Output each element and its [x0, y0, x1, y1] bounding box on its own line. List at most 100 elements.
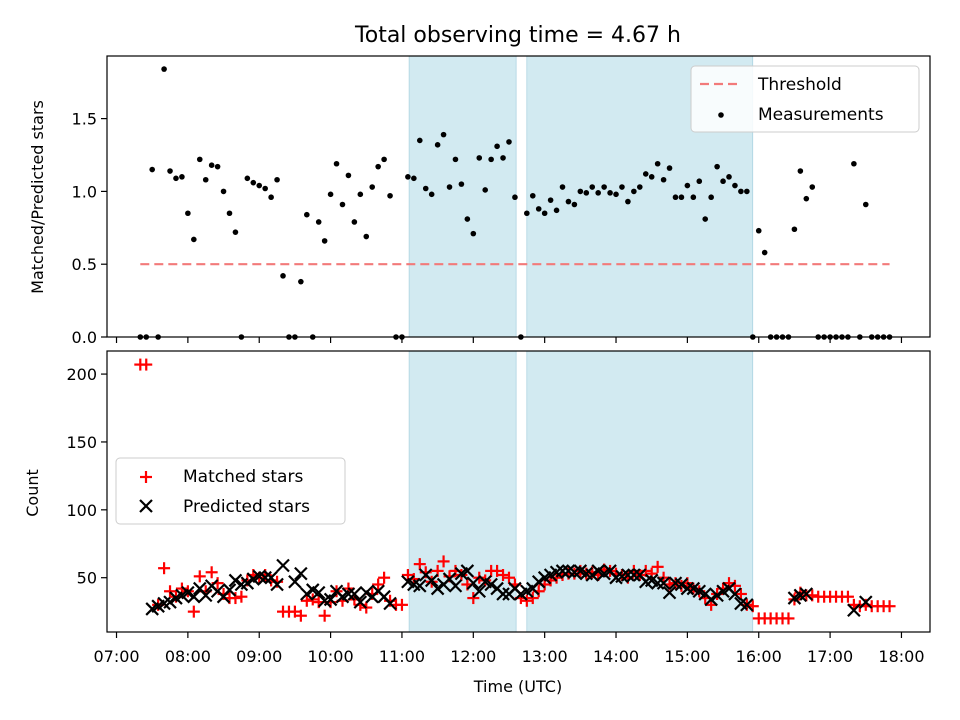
predicted-star-point: [585, 568, 600, 582]
matched-star-point: [437, 555, 450, 568]
measurement-point: [607, 190, 613, 196]
matched-star-point: [187, 605, 200, 618]
matched-star-point: [651, 560, 664, 573]
measurement-point: [149, 166, 155, 173]
matched-star-point: [502, 571, 515, 584]
measurement-point: [482, 187, 488, 193]
x-tick-label: 16:00: [736, 647, 782, 666]
matched-star-point: [229, 592, 242, 605]
predicted-star-point: [294, 566, 308, 581]
measurement-point: [339, 201, 346, 208]
x-tick-label: 15:00: [664, 647, 710, 666]
measurement-point: [470, 230, 477, 237]
measurement-point: [185, 210, 191, 217]
predicted-star-point: [621, 568, 635, 582]
matched-star-point: [193, 570, 206, 583]
measurement-point: [690, 194, 697, 201]
measurement-point: [500, 155, 506, 161]
measurement-point: [416, 137, 423, 144]
measurement-point: [488, 156, 494, 163]
measurement-point: [654, 160, 661, 167]
predicted-star-point: [728, 587, 742, 601]
x-tick-label: 10:00: [308, 647, 354, 666]
predicted-star-point: [674, 577, 689, 592]
bottom-y-axis-label: Count: [23, 469, 42, 517]
measurement-point: [333, 160, 340, 167]
measurement-point: [547, 197, 554, 203]
measurement-point: [321, 238, 328, 244]
measurement-point: [202, 176, 209, 183]
predicted-star-point: [341, 587, 356, 601]
measurement-point: [862, 201, 869, 208]
matched-star-point: [883, 600, 896, 613]
predicted-star-point: [424, 573, 439, 588]
chart-title: Total observing time = 4.67 h: [354, 23, 681, 48]
predicted-star-point: [359, 585, 374, 600]
bottom-panel: 50 100 150 200 07:00 08:00 09:00 10:00 11:00 12:…: [23, 350, 931, 696]
legend-matched-label: Matched stars: [183, 467, 303, 487]
measurement-point: [446, 184, 453, 190]
measurement-point: [411, 175, 417, 182]
x-tick-label: 18:00: [878, 647, 924, 666]
predicted-star-point: [858, 595, 873, 609]
measurement-point: [791, 226, 798, 233]
x-tick-label: 13:00: [522, 647, 568, 666]
x-tick-label: 11:00: [379, 647, 425, 666]
measurement-point: [619, 184, 625, 190]
measurement-point: [583, 190, 590, 196]
x-tick-label: 08:00: [165, 647, 211, 666]
measurement-point: [422, 185, 429, 192]
matched-star-point: [140, 358, 153, 371]
predicted-star-point: [531, 574, 546, 589]
measurement-point: [851, 160, 857, 167]
matched-star-point: [413, 558, 426, 571]
predicted-star-point: [383, 596, 397, 611]
legend-predicted-label: Predicted stars: [183, 497, 310, 517]
measurement-point: [375, 163, 381, 170]
predicted-star-point: [466, 576, 481, 590]
x-tick-label: 14:00: [593, 647, 639, 666]
top-y-ticks: 0.0 0.5 1.0 1.5: [72, 110, 107, 347]
measurement-point: [250, 179, 257, 186]
predicted-star-point: [258, 570, 272, 585]
predicted-star-point: [704, 592, 718, 607]
y-tick-label: 0.0: [72, 328, 97, 347]
measurement-point: [761, 249, 768, 256]
measurement-point: [512, 194, 518, 201]
x-axis-label: Time (UTC): [473, 677, 562, 696]
predicted-star-point: [288, 574, 302, 589]
matched-star-point: [782, 612, 795, 625]
measurement-point: [637, 184, 643, 190]
y-tick-label: 0.5: [72, 255, 97, 274]
measurement-point: [167, 168, 173, 174]
predicted-star-point: [799, 587, 814, 601]
measurement-point: [642, 171, 649, 177]
predicted-star-point: [430, 581, 445, 596]
predicted-star-point: [347, 587, 362, 601]
measurement-point: [672, 194, 679, 201]
measurement-point: [601, 184, 607, 190]
measurement-point: [268, 194, 274, 201]
bottom-legend: Matched stars Predicted stars: [115, 457, 346, 525]
predicted-star-point: [847, 603, 861, 618]
measurement-point: [648, 174, 655, 180]
legend-matched-swatch: [140, 471, 152, 483]
measurement-point: [529, 192, 536, 199]
measurement-point: [506, 139, 512, 145]
y-tick-label: 1.0: [72, 182, 97, 201]
predicted-star-point: [650, 576, 665, 590]
x-tick-label: 07:00: [93, 647, 139, 666]
predicted-star-point: [181, 585, 195, 600]
measurement-point: [720, 178, 726, 185]
observing-window: [526, 350, 754, 633]
measurement-point: [191, 236, 197, 243]
measurement-point: [702, 216, 709, 222]
measurement-point: [553, 207, 560, 214]
measurement-point: [613, 191, 619, 198]
legend-measurements-swatch: [718, 112, 724, 118]
bottom-axes-frame: [106, 350, 931, 633]
measurement-point: [571, 201, 578, 208]
measurement-point: [565, 198, 572, 205]
y-tick-label: 200: [66, 365, 97, 384]
measurement-point: [660, 176, 667, 183]
